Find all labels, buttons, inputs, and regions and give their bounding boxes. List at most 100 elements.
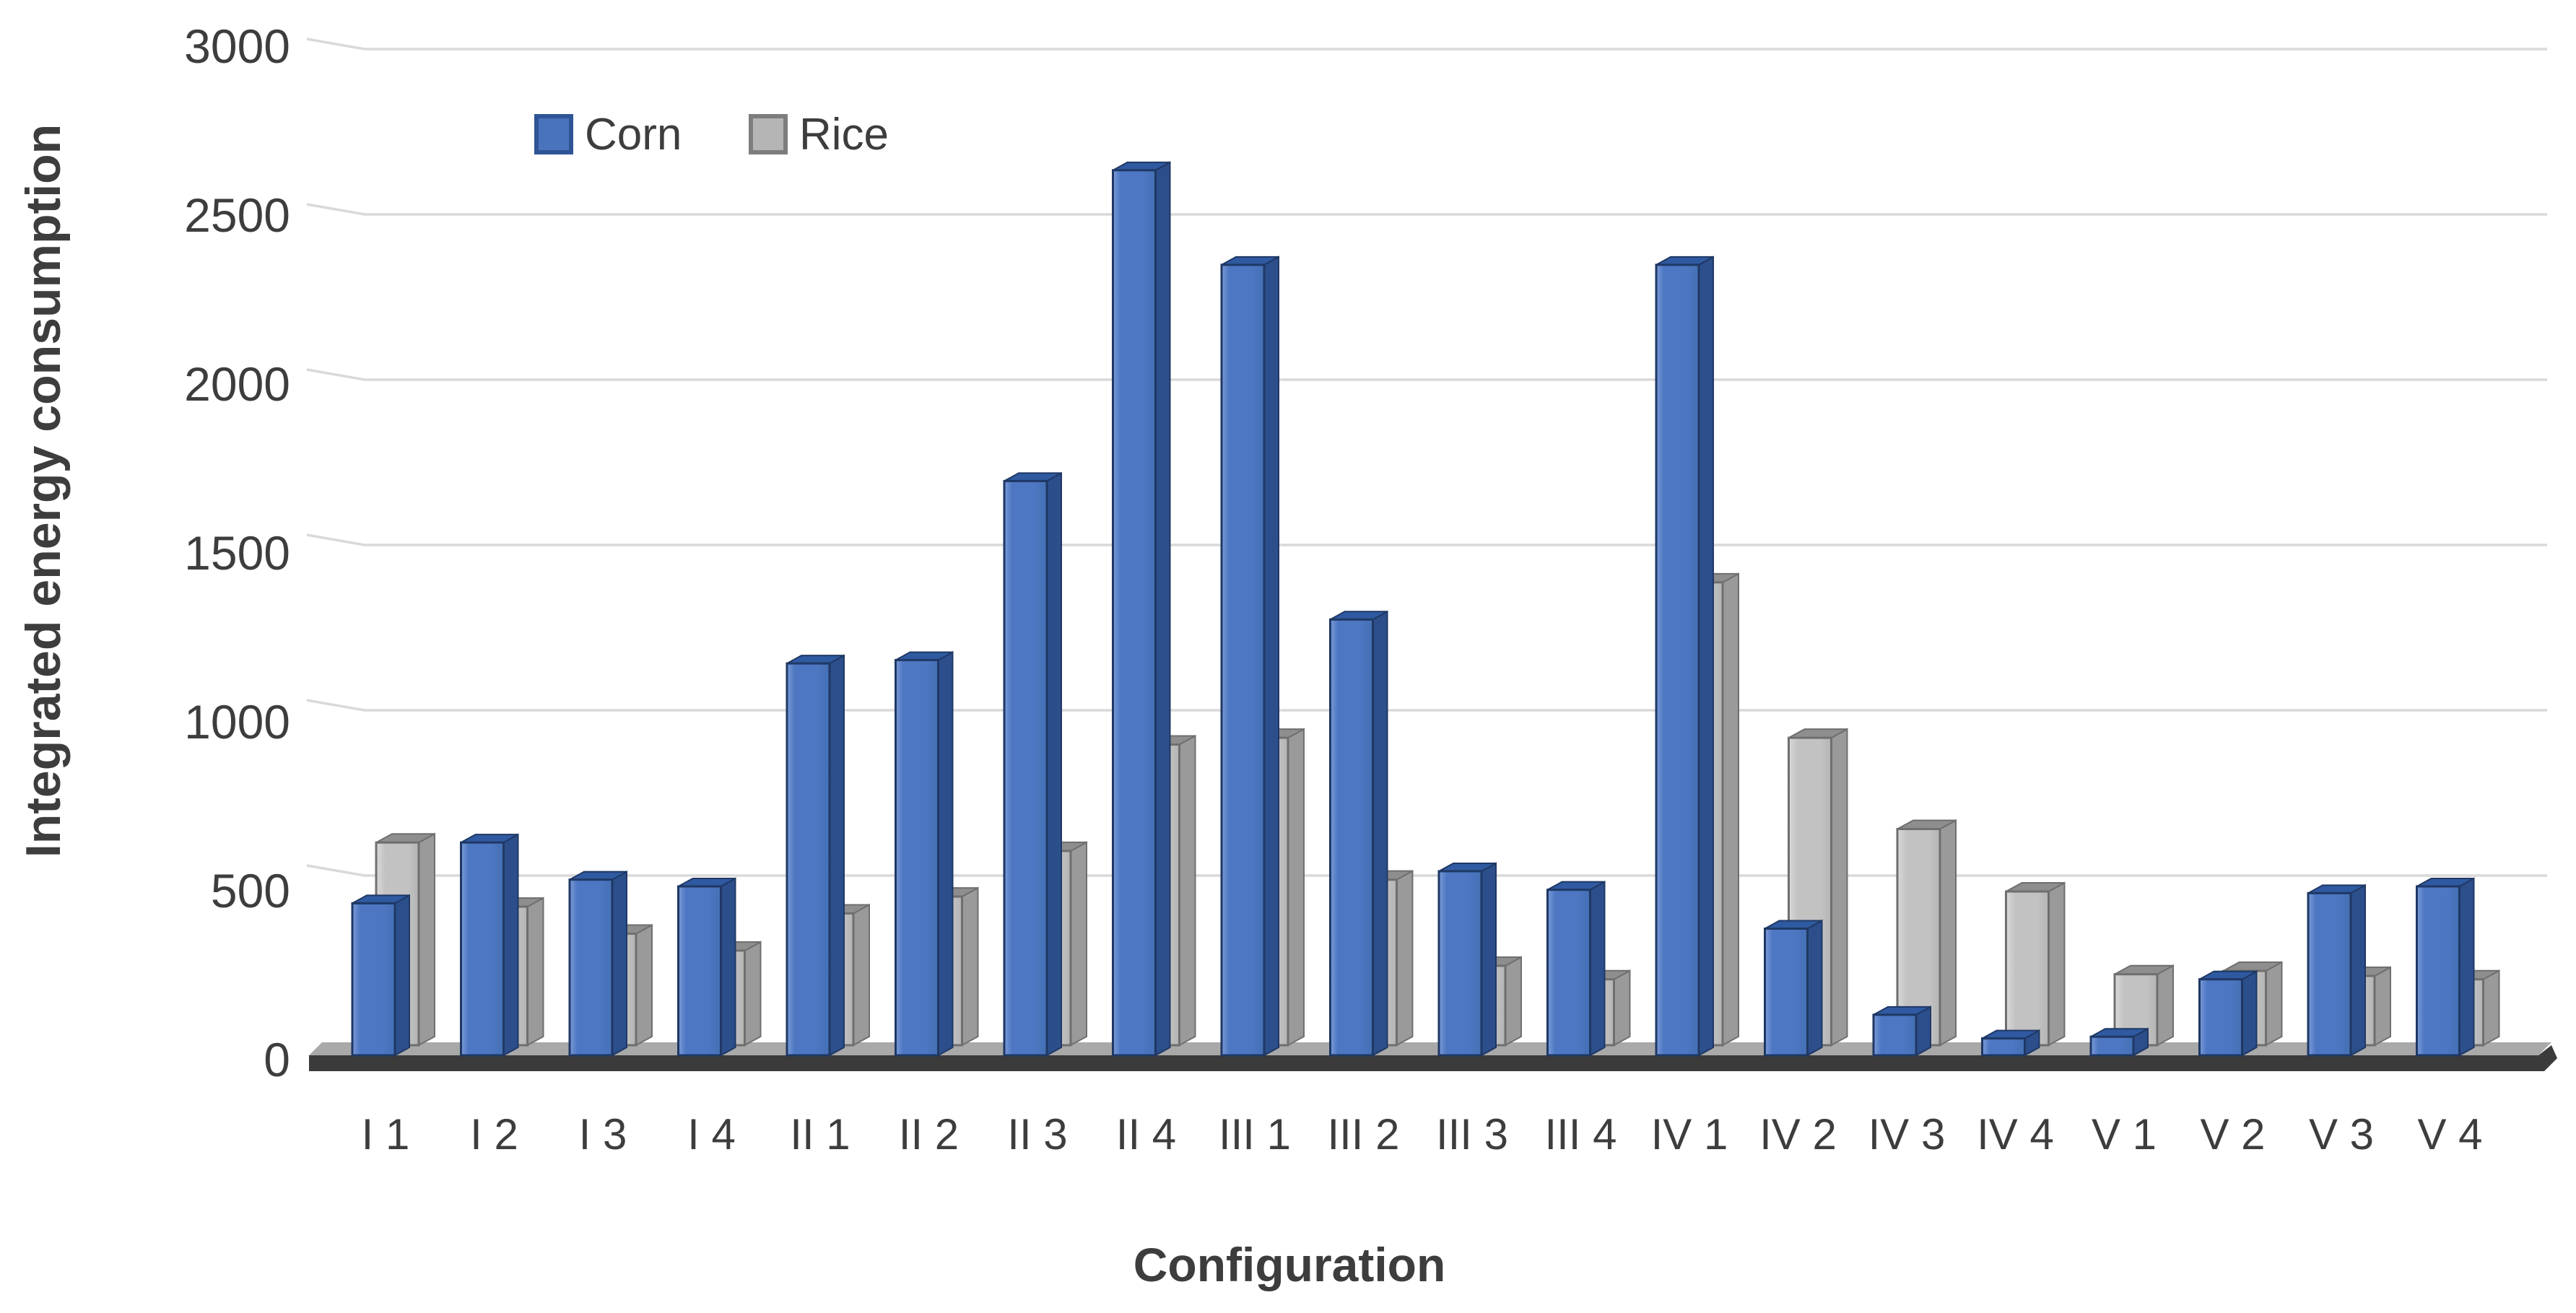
gridline-3000: [306, 38, 2547, 51]
bar-corn-iv-2-front-face: [1764, 928, 1809, 1057]
x-tick-label-iv-4: IV 4: [1977, 1110, 2054, 1159]
bar-corn-i-3: [568, 870, 627, 1057]
bar-corn-v-1: [2089, 1027, 2149, 1057]
x-tick-label-iv-2: IV 2: [1759, 1110, 1837, 1159]
bar-rice-v-1-side-face: [2157, 964, 2174, 1047]
bar-corn-ii-2: [895, 650, 954, 1057]
x-tick-label-ii-3: II 3: [1007, 1110, 1067, 1159]
bar-corn-ii-1: [786, 654, 845, 1057]
gridline-1500: [306, 533, 2547, 546]
bar-corn-ii-2-front-face: [895, 658, 939, 1057]
bar-corn-v-4: [2416, 877, 2475, 1057]
bar-corn-i-1-front-face: [351, 902, 396, 1057]
y-tick-label-1000: 1000: [184, 695, 290, 749]
bar-corn-iii-2-side-face: [1372, 610, 1388, 1057]
bar-corn-ii-2-side-face: [937, 650, 954, 1057]
bar-rice-i-3-side-face: [635, 923, 653, 1047]
bar-rice-v-2-side-face: [2265, 961, 2283, 1047]
bar-corn-iii-4-front-face: [1546, 889, 1591, 1057]
bar-corn-v-1-front-face: [2089, 1035, 2135, 1057]
bar-corn-iv-2-side-face: [1806, 919, 1823, 1057]
x-tick-label-i-4: I 4: [687, 1110, 736, 1159]
bar-corn-v-2-side-face: [2241, 970, 2258, 1057]
bar-rice-iv-2-side-face: [1830, 728, 1848, 1047]
bar-corn-iii-2: [1329, 610, 1388, 1057]
x-tick-label-ii-1: II 1: [790, 1110, 850, 1159]
bar-rice-i-2-side-face: [526, 897, 544, 1047]
x-tick-label-i-3: I 3: [579, 1110, 627, 1159]
bar-corn-ii-3-side-face: [1046, 471, 1062, 1057]
bar-corn-i-4-front-face: [677, 885, 722, 1057]
legend-item-corn: Corn: [534, 110, 682, 160]
bar-corn-v-4-front-face: [2416, 885, 2460, 1057]
bar-rice-ii-1-side-face: [853, 903, 870, 1047]
bar-corn-v-2: [2198, 970, 2258, 1057]
bar-rice-iv-4-side-face: [2048, 881, 2066, 1047]
bar-corn-i-4: [677, 877, 736, 1057]
bar-corn-i-2-front-face: [460, 841, 505, 1057]
bar-corn-iii-3: [1437, 862, 1497, 1057]
bar-corn-ii-1-side-face: [829, 654, 845, 1057]
bar-corn-ii-1-front-face: [786, 662, 831, 1057]
bar-corn-i-1-side-face: [394, 894, 410, 1057]
x-tick-label-iii-4: III 4: [1544, 1110, 1616, 1159]
bar-corn-iv-2: [1764, 919, 1823, 1057]
gridline-1000: [306, 699, 2547, 712]
bar-rice-iii-2-side-face: [1396, 869, 1414, 1047]
bar-corn-iv-1-front-face: [1655, 263, 1700, 1057]
y-tick-label-2000: 2000: [184, 357, 290, 411]
bar-corn-i-3-front-face: [568, 878, 614, 1057]
bar-corn-i-1: [351, 894, 410, 1057]
bar-rice-iv-3: [1896, 819, 1957, 1047]
x-tick-label-i-1: I 1: [362, 1110, 410, 1159]
bar-corn-iv-4: [1981, 1029, 2040, 1057]
legend-label-rice: Rice: [799, 109, 889, 160]
bar-corn-iii-1-side-face: [1263, 256, 1279, 1057]
x-tick-label-v-4: V 4: [2417, 1110, 2482, 1159]
bar-rice-iv-4-front-face: [2005, 890, 2050, 1047]
y-tick-label-2500: 2500: [184, 188, 290, 242]
bar-corn-iii-4: [1546, 880, 1606, 1057]
bar-corn-ii-3: [1003, 471, 1062, 1057]
gridline-500: [306, 864, 2547, 877]
x-tick-label-iv-1: IV 1: [1651, 1110, 1728, 1159]
x-tick-label-v-2: V 2: [2200, 1110, 2265, 1159]
bar-corn-iii-2-front-face: [1329, 618, 1374, 1057]
y-axis-title: Integrated energy consumption: [16, 123, 71, 858]
bar-rice-v-3-side-face: [2374, 966, 2391, 1047]
y-tick-label-0: 0: [264, 1033, 290, 1086]
bar-corn-iii-1-front-face: [1220, 263, 1266, 1057]
x-tick-label-v-1: V 1: [2092, 1110, 2157, 1159]
bar-rice-iv-3-side-face: [1939, 819, 1957, 1047]
bar-corn-i-4-side-face: [720, 877, 736, 1057]
bar-rice-ii-3-side-face: [1070, 841, 1087, 1047]
gridline-2500: [306, 203, 2547, 216]
bar-corn-iv-1: [1655, 256, 1714, 1057]
bar-corn-iv-3: [1872, 1006, 1931, 1057]
x-tick-label-iii-1: III 1: [1219, 1110, 1291, 1159]
bar-corn-v-3-side-face: [2350, 884, 2366, 1057]
x-tick-label-iii-3: III 3: [1436, 1110, 1508, 1159]
x-tick-label-iii-2: III 2: [1327, 1110, 1399, 1159]
bar-rice-iii-3-side-face: [1505, 956, 1522, 1047]
bar-rice-iii-1-side-face: [1287, 728, 1305, 1047]
bar-corn-iv-3-front-face: [1872, 1013, 1918, 1057]
bar-corn-v-3: [2307, 884, 2366, 1057]
bar-rice-ii-2-side-face: [961, 886, 979, 1047]
x-tick-label-iv-3: IV 3: [1868, 1110, 1946, 1159]
bar-rice-ii-4-side-face: [1178, 734, 1196, 1047]
x-tick-label-ii-4: II 4: [1116, 1110, 1176, 1159]
bar-rice-iv-1-side-face: [1722, 572, 1739, 1047]
gridline-2000: [306, 368, 2547, 381]
chart-floor-front: [309, 1045, 2557, 1071]
bar-corn-iii-3-front-face: [1437, 870, 1483, 1057]
x-tick-label-ii-2: II 2: [899, 1110, 959, 1159]
y-tick-label-1500: 1500: [184, 526, 290, 580]
bar-rice-iv-4: [2005, 881, 2066, 1047]
bar-rice-iii-4-side-face: [1613, 969, 1631, 1047]
corn-legend-swatch-icon: [534, 114, 573, 154]
bar-corn-ii-4-front-face: [1112, 169, 1157, 1057]
bar-corn-i-3-side-face: [612, 870, 627, 1057]
bar-rice-i-4-side-face: [744, 941, 762, 1047]
bar-corn-iv-4-front-face: [1981, 1037, 2026, 1057]
